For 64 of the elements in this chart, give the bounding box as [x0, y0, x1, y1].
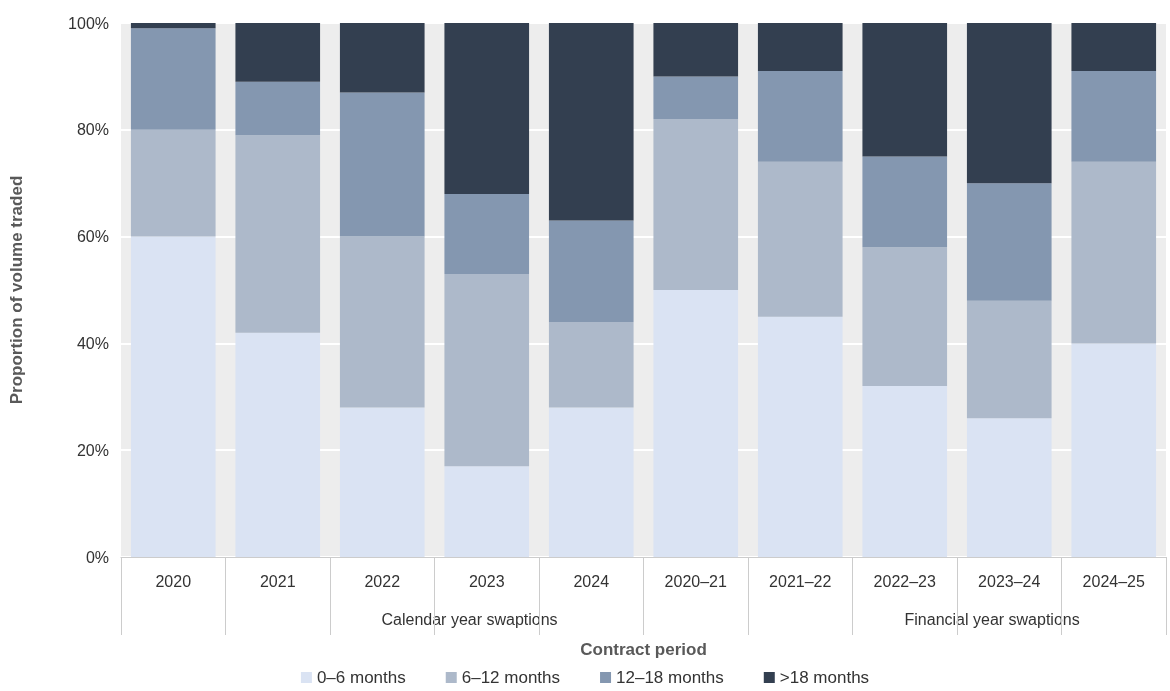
x-tick-label: 2023–24	[978, 572, 1041, 590]
bar	[339, 407, 425, 557]
y-tick-label: 0%	[85, 548, 109, 566]
y-tick-label: 100%	[68, 14, 109, 32]
bar	[548, 322, 634, 408]
x-tick-label: 2021–22	[769, 572, 832, 590]
legend-label: 0–6 months	[316, 668, 406, 687]
x-tick-label: 2020	[155, 572, 192, 590]
x-axis-title: Contract period	[580, 640, 707, 659]
bar	[862, 247, 948, 387]
bar	[862, 23, 948, 157]
bar	[757, 23, 843, 72]
bar	[235, 332, 321, 557]
bar	[966, 418, 1052, 557]
bar	[1071, 71, 1157, 162]
bar	[653, 119, 739, 290]
legend-label: 12–18 months	[616, 668, 724, 687]
x-tick-label: 2024–25	[1082, 572, 1145, 590]
bar	[444, 273, 530, 467]
bar	[966, 183, 1052, 301]
bar	[757, 161, 843, 317]
bar	[235, 81, 321, 136]
bar	[862, 156, 948, 248]
bar	[235, 135, 321, 333]
y-tick-label: 40%	[76, 334, 109, 352]
bar	[444, 23, 530, 194]
bar	[130, 236, 216, 557]
bar	[130, 28, 216, 130]
bar	[339, 92, 425, 237]
bar	[548, 220, 634, 323]
x-tick-label: 2022–23	[873, 572, 936, 590]
x-tick-label: 2022	[364, 572, 401, 590]
bar	[966, 300, 1052, 419]
legend-label: >18 months	[779, 668, 870, 687]
x-tick-label: 2024	[573, 572, 610, 590]
bar	[653, 290, 739, 557]
bar	[653, 23, 739, 77]
bar	[235, 23, 321, 82]
y-tick-label: 80%	[76, 121, 109, 139]
y-axis-title: Proportion of volume traded	[7, 175, 26, 405]
bar	[444, 193, 530, 274]
bar	[130, 23, 216, 29]
bar	[339, 23, 425, 93]
bar	[757, 71, 843, 162]
bar	[339, 236, 425, 408]
bar	[1071, 161, 1157, 344]
y-tick-label: 60%	[76, 228, 109, 246]
x-tick-label: 2020–21	[664, 572, 727, 590]
bar	[966, 23, 1052, 184]
text: Calendar year swaptions	[381, 610, 558, 628]
bar	[548, 407, 634, 557]
x-tick-label: 2023	[468, 572, 505, 590]
bar	[1071, 23, 1157, 72]
bar	[130, 129, 216, 237]
bar	[757, 316, 843, 557]
bar	[862, 386, 948, 557]
legend-label: 6–12 months	[461, 668, 561, 687]
y-tick-label: 20%	[76, 441, 109, 459]
x-tick-label: 2021	[259, 572, 296, 590]
bar	[653, 76, 739, 120]
text: Financial year swaptions	[904, 610, 1080, 628]
bar	[548, 23, 634, 221]
bar	[1071, 343, 1157, 557]
bar	[444, 466, 530, 557]
